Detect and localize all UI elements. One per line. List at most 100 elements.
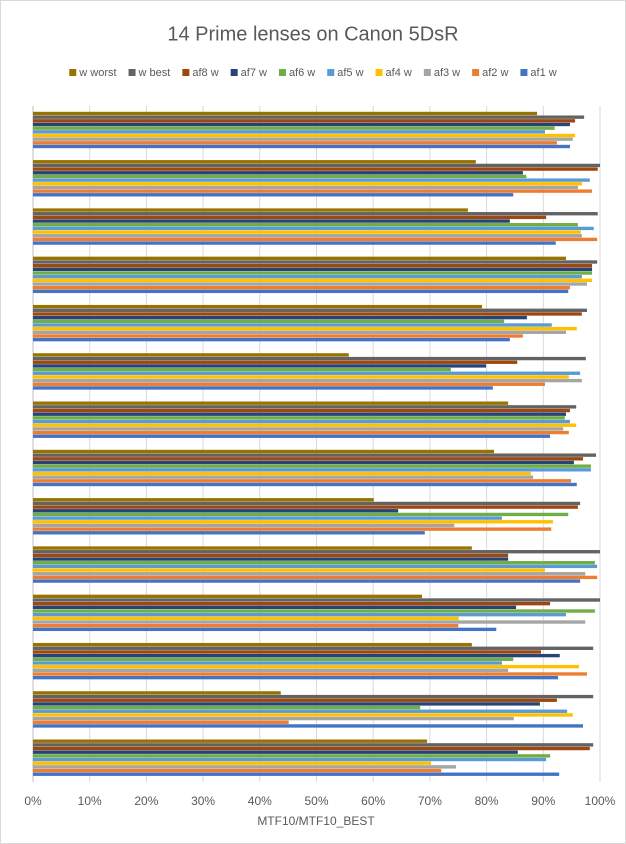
legend-label: af1 w bbox=[530, 67, 556, 79]
bar bbox=[33, 419, 570, 424]
bar bbox=[33, 408, 570, 413]
bar bbox=[33, 468, 591, 472]
bar bbox=[33, 289, 569, 294]
bar bbox=[33, 326, 577, 331]
bar bbox=[33, 527, 552, 531]
legend: w worst w best af8 w af7 w af6 w af5 w af4 w af… bbox=[69, 67, 557, 79]
bar bbox=[33, 464, 591, 468]
bar bbox=[33, 115, 585, 119]
bar bbox=[33, 512, 569, 517]
bar bbox=[33, 575, 598, 580]
bar bbox=[33, 263, 593, 268]
legend-label: af8 w bbox=[192, 67, 218, 79]
x-tick-label: 100% bbox=[585, 794, 616, 808]
bar bbox=[33, 505, 578, 509]
bar bbox=[33, 130, 546, 134]
bar bbox=[33, 386, 493, 390]
bar bbox=[33, 594, 422, 599]
bar bbox=[33, 212, 598, 216]
bar bbox=[33, 219, 510, 223]
bar bbox=[33, 627, 497, 632]
legend-swatch bbox=[375, 69, 383, 76]
legend-label: af4 w bbox=[386, 67, 412, 79]
legend-label: af5 w bbox=[337, 67, 363, 79]
bar bbox=[33, 234, 582, 238]
bar bbox=[33, 498, 374, 502]
bar bbox=[33, 144, 570, 149]
bar bbox=[33, 434, 551, 438]
bar bbox=[33, 653, 560, 658]
bar bbox=[33, 664, 580, 669]
bar bbox=[33, 241, 556, 245]
bar bbox=[33, 226, 594, 231]
bar bbox=[33, 716, 514, 721]
bar bbox=[33, 412, 566, 416]
x-tick-label: 30% bbox=[191, 794, 215, 808]
bar bbox=[33, 553, 509, 558]
bar bbox=[33, 523, 455, 528]
bar bbox=[33, 564, 598, 569]
bar bbox=[33, 375, 569, 379]
legend-label: w worst bbox=[78, 67, 116, 79]
bar bbox=[33, 430, 569, 435]
bar bbox=[33, 601, 551, 606]
bar bbox=[33, 323, 552, 327]
bar bbox=[33, 550, 600, 554]
bar bbox=[33, 520, 553, 524]
bar bbox=[33, 401, 509, 405]
bar bbox=[33, 141, 557, 145]
bar bbox=[33, 308, 587, 312]
bar bbox=[33, 126, 555, 130]
bar bbox=[33, 765, 456, 769]
bar bbox=[33, 278, 593, 283]
bar bbox=[33, 482, 577, 487]
bar bbox=[33, 171, 523, 175]
bar bbox=[33, 371, 581, 375]
bar bbox=[33, 364, 487, 368]
bar bbox=[33, 642, 472, 647]
bar bbox=[33, 137, 573, 141]
bar bbox=[33, 675, 559, 680]
bar bbox=[33, 457, 583, 461]
x-tick-label: 40% bbox=[248, 794, 272, 808]
bar bbox=[33, 572, 586, 576]
bar bbox=[33, 405, 577, 409]
bar bbox=[33, 367, 451, 372]
bar bbox=[33, 739, 428, 743]
bar bbox=[33, 672, 587, 676]
bar bbox=[33, 702, 540, 706]
x-tick-label: 80% bbox=[475, 794, 499, 808]
bar bbox=[33, 561, 595, 565]
bar bbox=[33, 709, 568, 713]
legend-swatch bbox=[278, 69, 286, 76]
bar bbox=[33, 449, 494, 454]
bar bbox=[33, 208, 468, 212]
bar bbox=[33, 382, 546, 386]
bar bbox=[33, 286, 570, 290]
bar bbox=[33, 772, 560, 776]
bar bbox=[33, 471, 531, 476]
x-tick-label: 60% bbox=[361, 794, 385, 808]
bar bbox=[33, 605, 517, 610]
bar bbox=[33, 174, 527, 179]
bar bbox=[33, 237, 598, 242]
bar bbox=[33, 616, 459, 621]
bar bbox=[33, 694, 594, 699]
bar bbox=[33, 423, 577, 427]
bar bbox=[33, 122, 570, 127]
x-tick-label: 50% bbox=[304, 794, 328, 808]
bar bbox=[33, 691, 281, 695]
bar bbox=[33, 334, 523, 338]
bar bbox=[33, 598, 600, 602]
bar bbox=[33, 416, 565, 420]
bar bbox=[33, 267, 593, 272]
bar bbox=[33, 189, 593, 193]
legend-swatch bbox=[472, 69, 480, 76]
bar bbox=[33, 312, 582, 316]
bar bbox=[33, 460, 574, 465]
chart-title: 14 Prime lenses on Canon 5DsR bbox=[167, 23, 458, 45]
bar bbox=[33, 427, 564, 431]
bar bbox=[33, 720, 289, 724]
legend-label: af3 w bbox=[434, 67, 460, 79]
legend-swatch bbox=[128, 69, 136, 76]
